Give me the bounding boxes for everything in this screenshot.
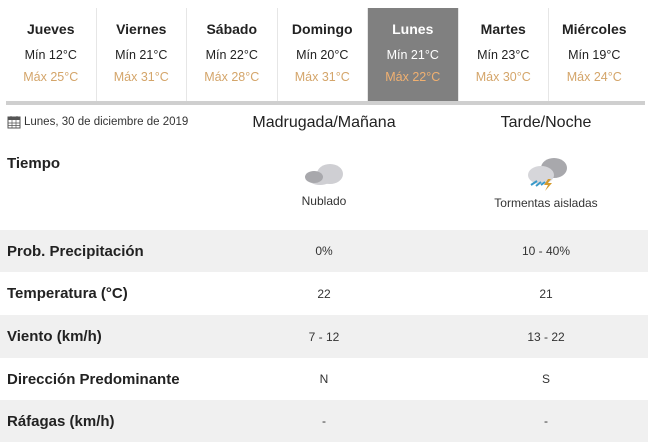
value-morning: -: [322, 414, 326, 428]
column-header-morning: Madrugada/Mañana: [252, 114, 396, 131]
value-night: -: [544, 414, 548, 428]
min-temp: Mín 12°C: [24, 48, 77, 62]
max-temp: Máx 24°C: [566, 70, 622, 84]
date-text: Lunes, 30 de diciembre de 2019: [24, 116, 189, 128]
min-temp: Mín 22°C: [205, 48, 258, 62]
tab-viernes[interactable]: Viernes Mín 21°C Máx 31°C: [97, 8, 187, 101]
weather-night: Tormentas aisladas: [446, 137, 646, 210]
min-temp: Mín 19°C: [568, 48, 621, 62]
day-name: Miércoles: [561, 21, 627, 37]
row-label: Dirección Predominante: [7, 370, 180, 388]
tab-domingo[interactable]: Domingo Mín 20°C Máx 31°C: [278, 8, 368, 101]
max-temp: Máx 31°C: [294, 70, 350, 84]
value-morning: 7 - 12: [308, 329, 340, 344]
row-label: Tiempo: [7, 155, 61, 172]
value-morning: 22: [317, 286, 331, 301]
tabs-divider: [6, 101, 645, 105]
day-tabs: Jueves Mín 12°C Máx 25°C Viernes Mín 21°C Má…: [6, 8, 640, 101]
min-temp: Mín 21°C: [115, 48, 168, 62]
day-name: Jueves: [27, 21, 75, 37]
value-morning: N: [319, 372, 329, 386]
row-label: Ráfagas (km/h): [7, 412, 115, 430]
row-label: Prob. Precipitación: [7, 242, 144, 260]
max-temp: Máx 31°C: [113, 70, 169, 84]
tab-sabado[interactable]: Sábado Mín 22°C Máx 28°C: [187, 8, 278, 101]
row-label: Viento (km/h): [7, 328, 102, 345]
max-temp: Máx 25°C: [23, 70, 79, 84]
max-temp: Máx 30°C: [475, 70, 531, 84]
tab-jueves[interactable]: Jueves Mín 12°C Máx 25°C: [6, 8, 97, 101]
cloudy-icon: [305, 164, 343, 185]
value-night: 21: [539, 286, 553, 301]
thunderstorm-icon: [528, 158, 567, 191]
date-label: Lunes, 30 de diciembre de 2019: [7, 115, 188, 129]
weather-morning: Nublado: [224, 140, 424, 208]
calendar-icon: [7, 116, 21, 129]
value-morning: 0%: [315, 244, 333, 258]
day-name: Lunes: [392, 21, 434, 37]
min-temp: Mín 23°C: [477, 48, 530, 62]
value-night: 10 - 40%: [521, 244, 571, 258]
table-row: Temperatura (°C) 22 21: [0, 272, 648, 315]
table-row: Viento (km/h) 7 - 12 13 - 22: [0, 315, 648, 358]
tab-lunes[interactable]: Lunes Mín 21°C Máx 22°C: [368, 8, 459, 101]
value-night: 13 - 22: [527, 329, 565, 344]
min-temp: Mín 20°C: [296, 48, 349, 62]
weather-desc: Nublado: [301, 194, 347, 208]
table-row: Dirección Predominante N S: [0, 358, 648, 400]
weather-row: Tiempo: [0, 140, 648, 230]
tab-miercoles[interactable]: Miércoles Mín 19°C Máx 24°C: [549, 8, 640, 101]
max-temp: Máx 28°C: [204, 70, 260, 84]
table-row: Ráfagas (km/h) - -: [0, 400, 648, 442]
value-night: S: [541, 372, 550, 386]
max-temp: Máx 22°C: [385, 70, 441, 84]
column-header-night: Tarde/Noche: [500, 114, 592, 131]
table-row: Prob. Precipitación 0% 10 - 40%: [0, 230, 648, 272]
day-name: Sábado: [206, 21, 258, 37]
min-temp: Mín 21°C: [386, 48, 439, 62]
day-name: Viernes: [116, 21, 167, 37]
tab-martes[interactable]: Martes Mín 23°C Máx 30°C: [459, 8, 549, 101]
day-name: Martes: [480, 21, 526, 37]
weather-desc: Tormentas aisladas: [494, 196, 598, 210]
day-name: Domingo: [291, 21, 353, 37]
row-label: Temperatura (°C): [7, 285, 128, 302]
